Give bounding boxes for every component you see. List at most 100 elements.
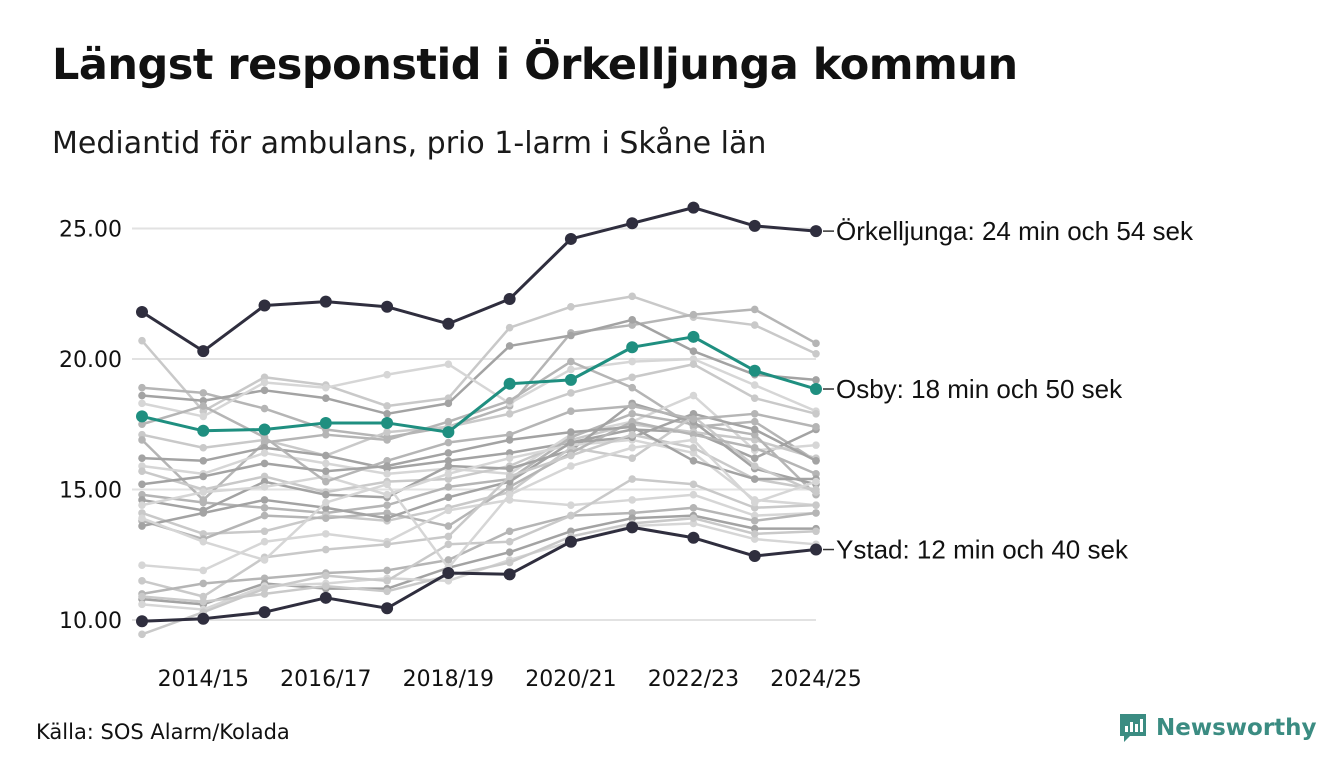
data-point [383, 480, 391, 489]
data-point [505, 483, 514, 491]
series-line [141, 415, 817, 536]
data-point [628, 417, 636, 426]
data-point [138, 454, 146, 462]
data-point [138, 522, 146, 530]
data-point [383, 509, 391, 517]
data-point [197, 424, 210, 437]
data-point [383, 402, 391, 410]
data-point [503, 292, 516, 305]
data-point [260, 404, 269, 413]
data-point [628, 292, 636, 301]
data-point [626, 217, 639, 230]
data-point [199, 530, 208, 538]
data-point [381, 416, 394, 429]
data-point [199, 472, 208, 481]
data-point [750, 535, 759, 543]
data-point [812, 527, 820, 536]
data-point [442, 567, 455, 580]
data-point [628, 514, 636, 523]
data-point [628, 454, 636, 462]
y-tick-label: 10.00 [59, 609, 122, 634]
background-series-23 [138, 423, 820, 489]
data-point [812, 441, 820, 449]
data-point [322, 451, 330, 460]
data-point [750, 321, 759, 329]
data-point [322, 530, 330, 538]
data-point [628, 410, 636, 418]
data-point [750, 475, 759, 483]
data-point [689, 443, 698, 452]
data-point [689, 355, 698, 363]
data-point [750, 524, 759, 533]
series-label-ystad: Ystad: 12 min och 40 sek [836, 535, 1129, 565]
source-note: Källa: SOS Alarm/Kolada [36, 720, 290, 744]
data-point [628, 443, 636, 452]
data-point [567, 407, 575, 416]
data-point [138, 467, 146, 476]
data-point [687, 531, 700, 544]
data-point [505, 537, 514, 546]
brand-logo: Newsworthy [1118, 712, 1317, 744]
data-point [444, 493, 453, 502]
data-point [689, 310, 698, 319]
data-point [444, 506, 453, 515]
data-point [381, 300, 394, 313]
data-point [505, 323, 514, 332]
data-point [444, 556, 453, 564]
data-point [689, 480, 698, 489]
data-point [444, 532, 453, 541]
data-point [260, 449, 269, 457]
data-point [750, 381, 759, 389]
data-point [444, 360, 453, 369]
data-point [199, 566, 208, 575]
data-point [689, 503, 698, 512]
data-point [260, 527, 269, 536]
data-point [322, 459, 330, 468]
data-point [750, 410, 759, 418]
data-point [383, 436, 391, 444]
data-point [383, 410, 391, 418]
data-point [260, 373, 269, 382]
y-tick-label: 20.00 [59, 348, 122, 373]
data-point [505, 396, 514, 405]
data-point [260, 511, 269, 520]
data-point [812, 477, 820, 486]
x-tick-label: 2024/25 [770, 667, 861, 692]
data-point [810, 225, 822, 238]
grid-lines [132, 227, 816, 621]
series-line [141, 423, 817, 494]
data-point [381, 602, 394, 615]
data-point [260, 574, 269, 583]
data-point [383, 577, 391, 585]
data-point [750, 517, 759, 525]
data-point [322, 490, 330, 499]
data-point [628, 423, 636, 431]
data-point [689, 490, 698, 499]
data-point [199, 456, 208, 465]
data-point [812, 376, 820, 384]
data-point [199, 389, 208, 397]
data-point [383, 501, 391, 509]
data-point [444, 417, 453, 426]
series-line [141, 362, 817, 457]
data-point [442, 317, 455, 330]
data-point [260, 584, 269, 593]
data-point [505, 558, 514, 567]
data-point [199, 498, 208, 507]
data-point [138, 490, 146, 499]
data-point [567, 433, 575, 442]
data-point [260, 477, 269, 486]
data-point [138, 420, 146, 429]
data-point [505, 342, 514, 350]
data-point [689, 519, 698, 528]
data-point [689, 430, 698, 439]
background-series-25 [138, 514, 820, 606]
data-point [138, 436, 146, 444]
series-line [141, 522, 817, 611]
background-series-18 [138, 503, 820, 598]
background-series-1 [138, 292, 820, 416]
background-series-19 [138, 511, 820, 609]
data-point [689, 436, 698, 444]
data-point [812, 456, 820, 465]
data-point [444, 483, 453, 491]
